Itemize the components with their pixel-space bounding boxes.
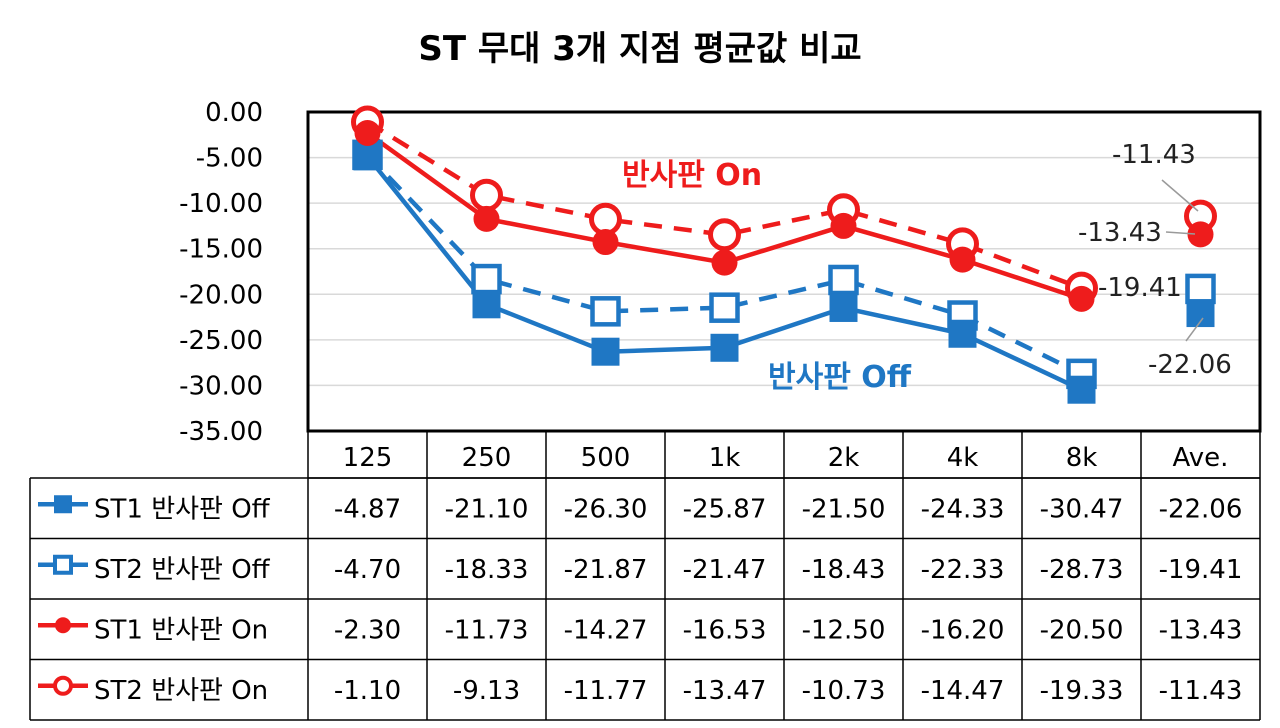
x-category-label: Ave. [1173,443,1229,473]
table-value: -4.70 [334,555,401,585]
x-category-label: 2k [828,443,860,473]
annotation-reflector-on: 반사판 On [622,158,762,193]
data-point [592,229,619,256]
chart-title: ST 무대 3개 지점 평균값 비교 [418,29,861,69]
table-value: -14.47 [921,676,1005,706]
x-category-label: 500 [581,443,631,473]
data-point [1187,221,1214,248]
table-value: -16.53 [683,615,767,645]
data-point [709,292,740,323]
data-point [470,178,503,212]
table-value: -12.50 [802,615,886,645]
table-value: -22.33 [921,555,1005,585]
data-point [354,119,381,146]
y-tick-label: -35.00 [179,417,263,447]
y-tick-label: -25.00 [179,326,263,356]
y-tick-label: -15.00 [179,235,263,265]
table-value: -20.50 [1040,615,1124,645]
data-point [829,293,858,322]
series-name: ST2 반사판 On [94,676,268,706]
table-value: -9.13 [453,676,520,706]
data-point [1185,273,1216,305]
y-tick-label: -10.00 [179,189,263,219]
legend-key-marker [53,554,73,575]
data-point [830,212,857,239]
x-category-label: 1k [709,443,741,473]
table-value: -21.50 [802,494,886,524]
table-value: -11.73 [445,615,529,645]
annotation-value: -13.43 [1078,218,1162,248]
table-value: -28.73 [1040,555,1124,585]
data-point [590,296,621,327]
annotation-value: -11.43 [1112,140,1196,170]
annotation-value: -19.41 [1098,273,1182,303]
table-value: -21.47 [683,555,767,585]
data-point [471,263,502,295]
table-value: -30.47 [1040,494,1124,524]
table-value: -24.33 [921,494,1005,524]
table-value: -26.30 [564,494,648,524]
annotation-value: -22.06 [1148,350,1232,380]
leader-line [1185,317,1204,342]
data-point [353,142,382,171]
annotation-reflector-off: 반사판 Off [768,360,912,395]
table-value: -11.77 [564,676,648,706]
table-value: -21.87 [564,555,648,585]
leader-line [1165,231,1196,235]
table-value: -21.10 [445,494,529,524]
table-value: -2.30 [334,615,401,645]
table-value: -13.47 [683,676,767,706]
table-value: -10.73 [802,676,886,706]
data-point [1068,285,1095,312]
table-value: -1.10 [334,676,401,706]
table-value: -16.20 [921,615,1005,645]
x-category-label: 125 [343,443,393,473]
data-point [1186,299,1215,328]
table-value: -19.33 [1040,676,1124,706]
data-point [948,319,977,348]
leader-line [1161,179,1199,212]
table-value: -13.43 [1159,615,1243,645]
y-tick-label: -5.00 [196,144,263,174]
data-point [591,337,620,366]
data-point [473,205,500,232]
data-point [472,290,501,319]
data-point [708,218,741,252]
table-value: -22.06 [1159,494,1243,524]
y-tick-label: -20.00 [179,280,263,310]
table-value: -4.87 [334,494,401,524]
legend-key-marker [53,675,73,696]
table-value: -18.33 [445,555,529,585]
x-category-label: 8k [1066,443,1098,473]
data-point [949,246,976,273]
table-value: -14.27 [564,615,648,645]
y-tick-label: 0.00 [205,98,263,128]
data-point [828,264,859,296]
table-value: -25.87 [683,494,767,524]
series-name: ST1 반사판 Off [94,494,271,524]
data-point [711,249,738,276]
x-category-label: 4k [947,443,979,473]
legend-key-marker [55,617,71,634]
series-name: ST1 반사판 On [94,615,268,645]
table-value: -18.43 [802,555,886,585]
data-point [710,333,739,362]
legend-key-marker [54,495,72,514]
x-category-label: 250 [462,443,512,473]
series-name: ST2 반사판 Off [94,555,271,585]
table-value: -19.41 [1159,555,1243,585]
data-point [1067,375,1096,404]
table-value: -11.43 [1159,676,1243,706]
y-tick-label: -30.00 [179,371,263,401]
